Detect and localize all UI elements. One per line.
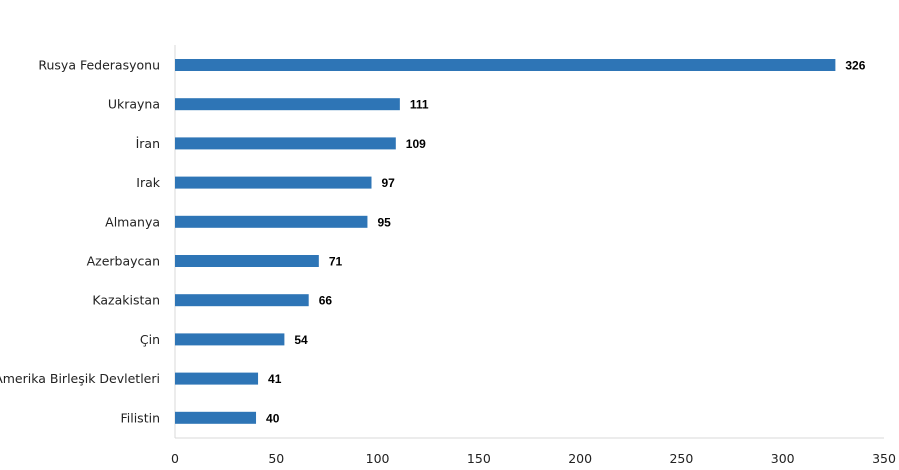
x-tick-label: 200 <box>568 451 592 466</box>
category-label: Azerbaycan <box>87 254 160 269</box>
category-label: Çin <box>140 332 160 347</box>
category-label: Filistin <box>120 410 160 425</box>
x-tick-label: 100 <box>366 451 390 466</box>
bar <box>175 137 396 150</box>
bar <box>175 333 285 346</box>
x-tick-label: 300 <box>771 451 795 466</box>
x-tick-label: 350 <box>872 451 896 466</box>
x-tick-label: 50 <box>268 451 284 466</box>
bar <box>175 294 309 307</box>
x-axis-tick-labels: 0 50 100 150 200 250 300 350 <box>171 451 896 466</box>
x-tick-label: 0 <box>171 451 179 466</box>
data-label: 95 <box>377 215 391 229</box>
bar <box>175 98 400 111</box>
data-label: 54 <box>294 333 308 347</box>
data-label: 109 <box>406 137 426 151</box>
bar <box>175 255 319 267</box>
category-label: Almanya <box>105 214 160 229</box>
bar <box>175 215 368 228</box>
data-label: 41 <box>268 372 282 386</box>
data-label: 40 <box>266 411 280 425</box>
category-label: Ukrayna <box>108 97 160 112</box>
category-label: Kazakistan <box>92 293 160 308</box>
data-label: 97 <box>381 176 395 190</box>
bar <box>175 59 836 71</box>
x-tick-label: 150 <box>467 451 491 466</box>
category-label: Amerika Birleşik Devletleri <box>0 371 160 386</box>
chart-axes <box>174 45 884 439</box>
category-label: Irak <box>136 175 160 190</box>
chart-bars <box>175 59 836 424</box>
category-label: İran <box>136 136 160 151</box>
category-labels: Rusya Federasyonu Ukrayna İran Irak Almanya A… <box>0 58 161 426</box>
x-tick-label: 250 <box>669 451 693 466</box>
data-label: 326 <box>845 59 865 73</box>
value-labels: 326 111 109 97 95 71 66 54 41 40 <box>266 59 866 426</box>
bar <box>175 176 372 189</box>
category-label: Rusya Federasyonu <box>38 58 160 73</box>
bar <box>175 372 259 385</box>
data-label: 66 <box>319 294 333 308</box>
data-label: 111 <box>410 98 429 112</box>
data-label: 71 <box>329 255 343 269</box>
bar <box>175 411 257 424</box>
